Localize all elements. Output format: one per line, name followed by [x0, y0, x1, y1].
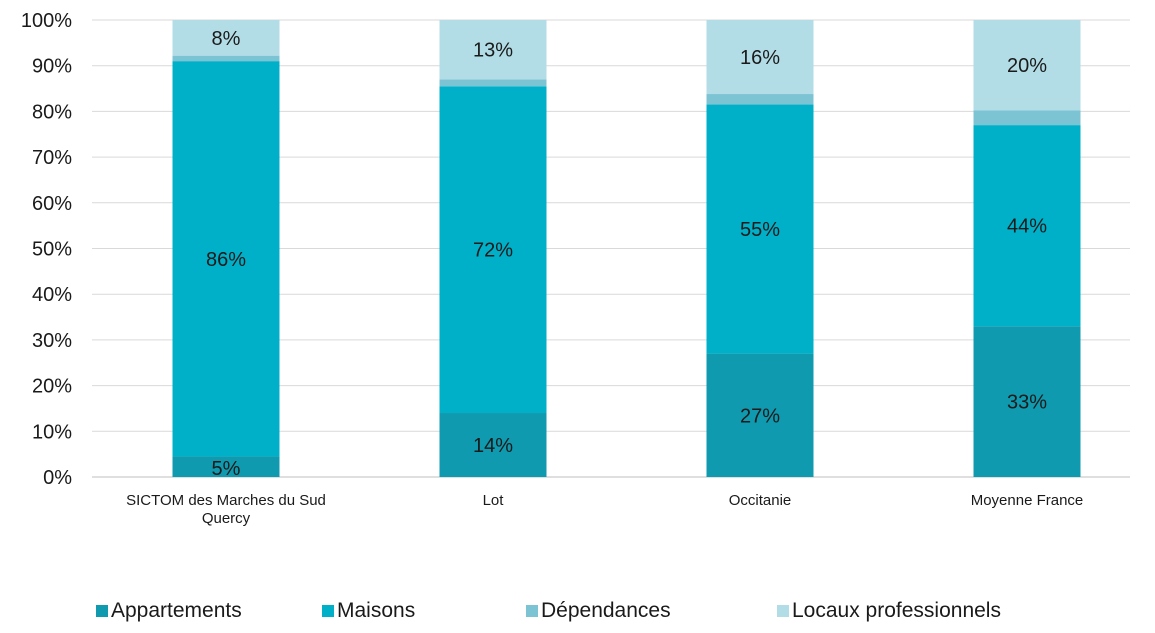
legend-label-dependances: Dépendances	[541, 599, 671, 622]
data-label: 55%	[740, 219, 780, 241]
data-label: 20%	[1007, 55, 1047, 77]
data-label: 8%	[212, 28, 241, 50]
bar-segment	[973, 20, 1081, 111]
y-tick-label: 60%	[32, 193, 72, 215]
legend-swatch-dependances	[526, 605, 538, 617]
legend-swatch-maisons	[322, 605, 334, 617]
bar-segment	[172, 55, 280, 62]
bar-segment	[973, 326, 1081, 477]
data-label: 27%	[740, 405, 780, 427]
bar-segment	[973, 125, 1081, 327]
bar-segment	[706, 20, 814, 95]
bar-segment	[973, 110, 1081, 126]
legend: Appartements Maisons Dépendances Locaux …	[96, 599, 1146, 629]
legend-item-appartements: Appartements	[96, 599, 242, 623]
x-category-label: Quercy	[202, 510, 251, 527]
bar-segment	[172, 456, 280, 477]
legend-label-appartements: Appartements	[111, 599, 242, 622]
x-category-label: Moyenne France	[971, 492, 1084, 509]
y-tick-label: 40%	[32, 284, 72, 306]
x-category-label: Occitanie	[729, 492, 792, 509]
x-category-label: Lot	[483, 492, 505, 509]
legend-swatch-appartements	[96, 605, 108, 617]
bar-segment	[439, 79, 547, 87]
data-label: 33%	[1007, 392, 1047, 414]
data-label: 5%	[212, 458, 241, 480]
y-tick-label: 80%	[32, 101, 72, 123]
bar-segment	[172, 61, 280, 457]
data-label: 86%	[206, 249, 246, 271]
y-tick-label: 20%	[32, 376, 72, 398]
legend-swatch-locaux-professionnels	[777, 605, 789, 617]
data-label: 13%	[473, 40, 513, 62]
bar-segment	[439, 413, 547, 477]
data-label: 16%	[740, 47, 780, 69]
legend-item-maisons: Maisons	[322, 599, 415, 623]
data-label: 72%	[473, 240, 513, 262]
bar-segment	[439, 86, 547, 414]
legend-item-locaux-professionnels: Locaux professionnels	[777, 599, 1001, 623]
y-tick-label: 50%	[32, 239, 72, 261]
legend-label-maisons: Maisons	[337, 599, 416, 622]
data-label: 44%	[1007, 216, 1047, 238]
y-tick-label: 90%	[32, 56, 72, 78]
y-tick-label: 100%	[21, 10, 72, 32]
y-tick-label: 30%	[32, 330, 72, 352]
legend-label-locaux-professionnels: Locaux professionnels	[792, 599, 1001, 622]
y-tick-label: 70%	[32, 147, 72, 169]
bar-segment	[706, 94, 814, 105]
legend-item-dependances: Dépendances	[526, 599, 671, 623]
bar-segment	[172, 20, 280, 56]
data-label: 14%	[473, 435, 513, 457]
bar-segment	[439, 20, 547, 80]
y-tick-label: 10%	[32, 421, 72, 443]
bar-segment	[706, 104, 814, 354]
bar-segment	[706, 353, 814, 477]
y-tick-label: 0%	[43, 467, 72, 489]
x-category-label: SICTOM des Marches du Sud	[126, 492, 326, 509]
